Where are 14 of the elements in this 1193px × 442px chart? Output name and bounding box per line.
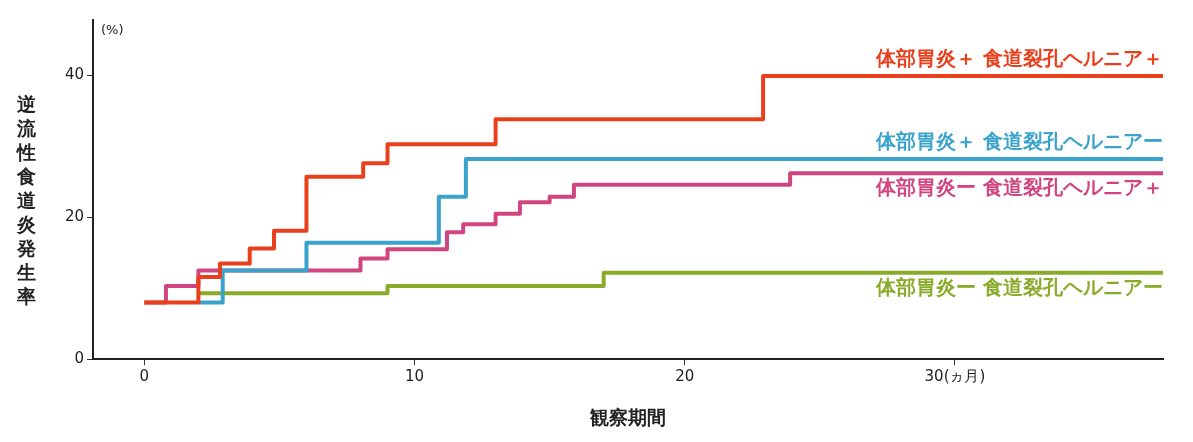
series-label: 体部胃炎ー 食道裂孔ヘルニアー (875, 274, 1163, 299)
annotation: (%) (101, 21, 124, 37)
y-tick-label: 20 (64, 207, 84, 226)
x-axis-title: 観察期間 (589, 405, 666, 428)
series-label: 体部胃炎＋ 食道裂孔ヘルニア＋ (875, 46, 1163, 71)
x-tick-label: 20 (675, 367, 695, 386)
x-tick-label: 0 (139, 367, 150, 386)
x-tick-label: 30(ヵ月) (924, 367, 986, 386)
y-tick-label: 0 (74, 349, 84, 368)
x-tick-label: 10 (404, 367, 425, 386)
series-label: 体部胃炎ー 食道裂孔ヘルニア＋ (875, 175, 1163, 200)
series-label: 体部胃炎＋ 食道裂孔ヘルニアー (875, 129, 1163, 154)
y-tick-label: 40 (64, 65, 84, 84)
text: 逆流性食道炎発生率 (16, 93, 36, 307)
